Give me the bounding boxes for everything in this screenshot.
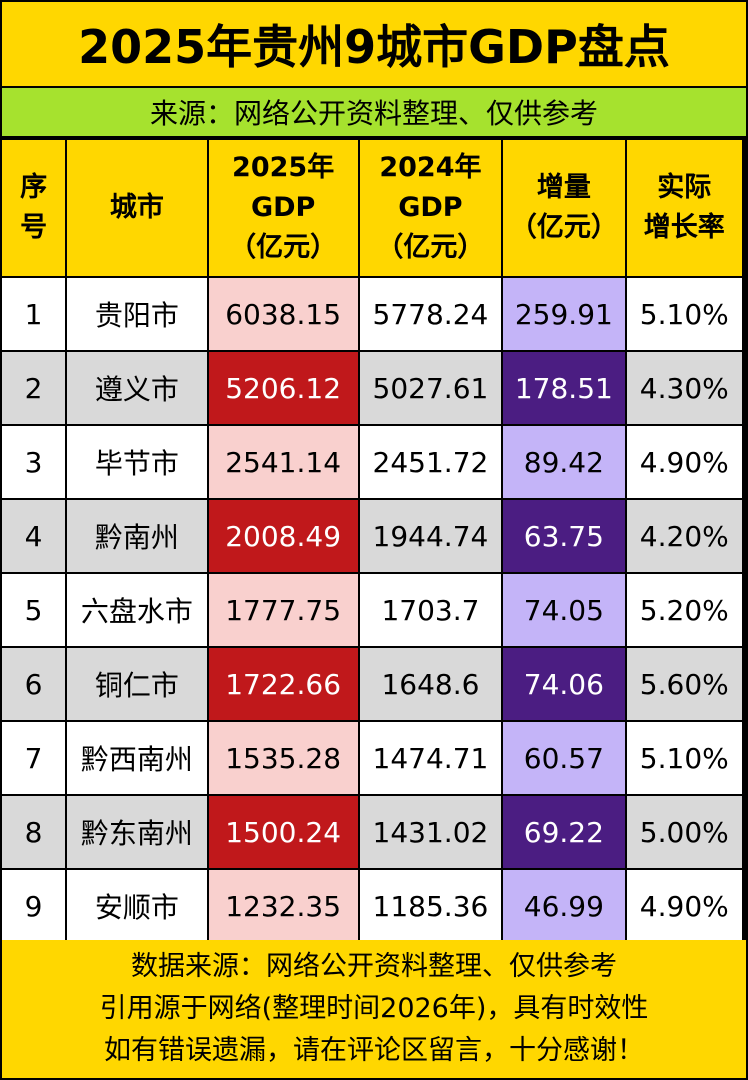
cell-increase: 74.05 bbox=[503, 574, 625, 646]
cell-gdp-2024: 1944.74 bbox=[359, 500, 502, 572]
cell-growth-rate: 5.00% bbox=[626, 796, 742, 868]
cell-gdp-2025: 1535.28 bbox=[208, 722, 358, 794]
header-gdp-2025-line: （亿元） bbox=[229, 232, 338, 263]
cell-increase: 69.22 bbox=[503, 796, 625, 868]
table-row: 3 毕节市 2541.14 2451.72 89.42 4.90% bbox=[2, 426, 742, 498]
cell-rank: 1 bbox=[2, 278, 66, 350]
cell-gdp-2025: 1722.66 bbox=[208, 648, 358, 720]
cell-growth-rate: 4.30% bbox=[626, 352, 742, 424]
cell-gdp-2024: 1431.02 bbox=[359, 796, 502, 868]
cell-gdp-2025: 1500.24 bbox=[208, 796, 358, 868]
header-gdp-2025: 2025年 GDP （亿元） bbox=[208, 140, 358, 276]
table-row: 9 安顺市 1232.35 1185.36 46.99 4.90% bbox=[2, 870, 742, 942]
table-row: 1 贵阳市 6038.15 5778.24 259.91 5.10% bbox=[2, 278, 742, 350]
table-header-row: 序 号 城市 2025年 GDP （亿元） 2024年 GDP （亿元） 增量 … bbox=[2, 140, 742, 276]
cell-increase: 74.06 bbox=[503, 648, 625, 720]
header-gdp-2024-line: GDP bbox=[398, 192, 463, 223]
header-increase: 增量 （亿元） bbox=[503, 140, 625, 276]
cell-increase: 63.75 bbox=[503, 500, 625, 572]
cell-rank: 6 bbox=[2, 648, 66, 720]
cell-growth-rate: 4.20% bbox=[626, 500, 742, 572]
cell-rank: 9 bbox=[2, 870, 66, 942]
cell-gdp-2024: 5778.24 bbox=[359, 278, 502, 350]
cell-gdp-2024: 1474.71 bbox=[359, 722, 502, 794]
header-rank-line: 号 bbox=[20, 212, 48, 243]
header-gdp-2024-line: 2024年 bbox=[379, 152, 482, 183]
cell-gdp-2024: 1648.6 bbox=[359, 648, 502, 720]
cell-city: 毕节市 bbox=[67, 426, 207, 498]
header-gdp-2024-line: （亿元） bbox=[376, 232, 485, 263]
header-rank: 序 号 bbox=[2, 140, 66, 276]
cell-growth-rate: 5.60% bbox=[626, 648, 742, 720]
header-increase-line: 增量 bbox=[536, 172, 591, 203]
cell-rank: 5 bbox=[2, 574, 66, 646]
cell-rank: 2 bbox=[2, 352, 66, 424]
footer-line: 如有错误遗漏，请在评论区留言，十分感谢！ bbox=[104, 1035, 644, 1066]
page-title: 2025年贵州9城市GDP盘点 bbox=[2, 2, 746, 86]
header-gdp-2025-line: 2025年 bbox=[232, 152, 335, 183]
cell-gdp-2025: 2008.49 bbox=[208, 500, 358, 572]
cell-increase: 178.51 bbox=[503, 352, 625, 424]
cell-gdp-2024: 2451.72 bbox=[359, 426, 502, 498]
cell-gdp-2025: 2541.14 bbox=[208, 426, 358, 498]
cell-city: 遵义市 bbox=[67, 352, 207, 424]
header-increase-line: （亿元） bbox=[509, 212, 618, 243]
cell-gdp-2025: 1777.75 bbox=[208, 574, 358, 646]
table-row: 2 遵义市 5206.12 5027.61 178.51 4.30% bbox=[2, 352, 742, 424]
gdp-table: 序 号 城市 2025年 GDP （亿元） 2024年 GDP （亿元） 增量 … bbox=[0, 138, 744, 944]
cell-growth-rate: 4.90% bbox=[626, 426, 742, 498]
header-growth: 实际 增长率 bbox=[626, 140, 742, 276]
cell-gdp-2025: 1232.35 bbox=[208, 870, 358, 942]
header-city: 城市 bbox=[67, 140, 207, 276]
footer-line: 数据来源：网络公开资料整理、仅供参考 bbox=[131, 951, 617, 982]
cell-city: 黔东南州 bbox=[67, 796, 207, 868]
cell-rank: 8 bbox=[2, 796, 66, 868]
cell-city: 铜仁市 bbox=[67, 648, 207, 720]
cell-increase: 46.99 bbox=[503, 870, 625, 942]
table-row: 5 六盘水市 1777.75 1703.7 74.05 5.20% bbox=[2, 574, 742, 646]
cell-increase: 60.57 bbox=[503, 722, 625, 794]
cell-increase: 259.91 bbox=[503, 278, 625, 350]
cell-gdp-2024: 1703.7 bbox=[359, 574, 502, 646]
cell-gdp-2024: 1185.36 bbox=[359, 870, 502, 942]
cell-city: 六盘水市 bbox=[67, 574, 207, 646]
cell-gdp-2024: 5027.61 bbox=[359, 352, 502, 424]
cell-rank: 3 bbox=[2, 426, 66, 498]
header-rank-line: 序 bbox=[20, 172, 48, 203]
cell-increase: 89.42 bbox=[503, 426, 625, 498]
table-row: 6 铜仁市 1722.66 1648.6 74.06 5.60% bbox=[2, 648, 742, 720]
table-row: 7 黔西南州 1535.28 1474.71 60.57 5.10% bbox=[2, 722, 742, 794]
cell-city: 贵阳市 bbox=[67, 278, 207, 350]
cell-growth-rate: 5.20% bbox=[626, 574, 742, 646]
cell-city: 黔西南州 bbox=[67, 722, 207, 794]
table-row: 8 黔东南州 1500.24 1431.02 69.22 5.00% bbox=[2, 796, 742, 868]
cell-growth-rate: 5.10% bbox=[626, 278, 742, 350]
cell-growth-rate: 5.10% bbox=[626, 722, 742, 794]
header-gdp-2024: 2024年 GDP （亿元） bbox=[359, 140, 502, 276]
cell-growth-rate: 4.90% bbox=[626, 870, 742, 942]
cell-city: 黔南州 bbox=[67, 500, 207, 572]
cell-rank: 4 bbox=[2, 500, 66, 572]
table-row: 4 黔南州 2008.49 1944.74 63.75 4.20% bbox=[2, 500, 742, 572]
cell-rank: 7 bbox=[2, 722, 66, 794]
footer-line: 引用源于网络(整理时间2026年)，具有时效性 bbox=[99, 993, 649, 1024]
footer-notes: 数据来源：网络公开资料整理、仅供参考 引用源于网络(整理时间2026年)，具有时… bbox=[2, 940, 746, 1078]
cell-city: 安顺市 bbox=[67, 870, 207, 942]
cell-gdp-2025: 6038.15 bbox=[208, 278, 358, 350]
header-growth-line: 增长率 bbox=[643, 212, 725, 243]
header-growth-line: 实际 bbox=[657, 172, 712, 203]
cell-gdp-2025: 5206.12 bbox=[208, 352, 358, 424]
source-banner: 来源：网络公开资料整理、仅供参考 bbox=[2, 88, 746, 136]
header-gdp-2025-line: GDP bbox=[250, 192, 316, 223]
table-body: 1 贵阳市 6038.15 5778.24 259.91 5.10% 2 遵义市 5206.12… bbox=[2, 278, 742, 942]
